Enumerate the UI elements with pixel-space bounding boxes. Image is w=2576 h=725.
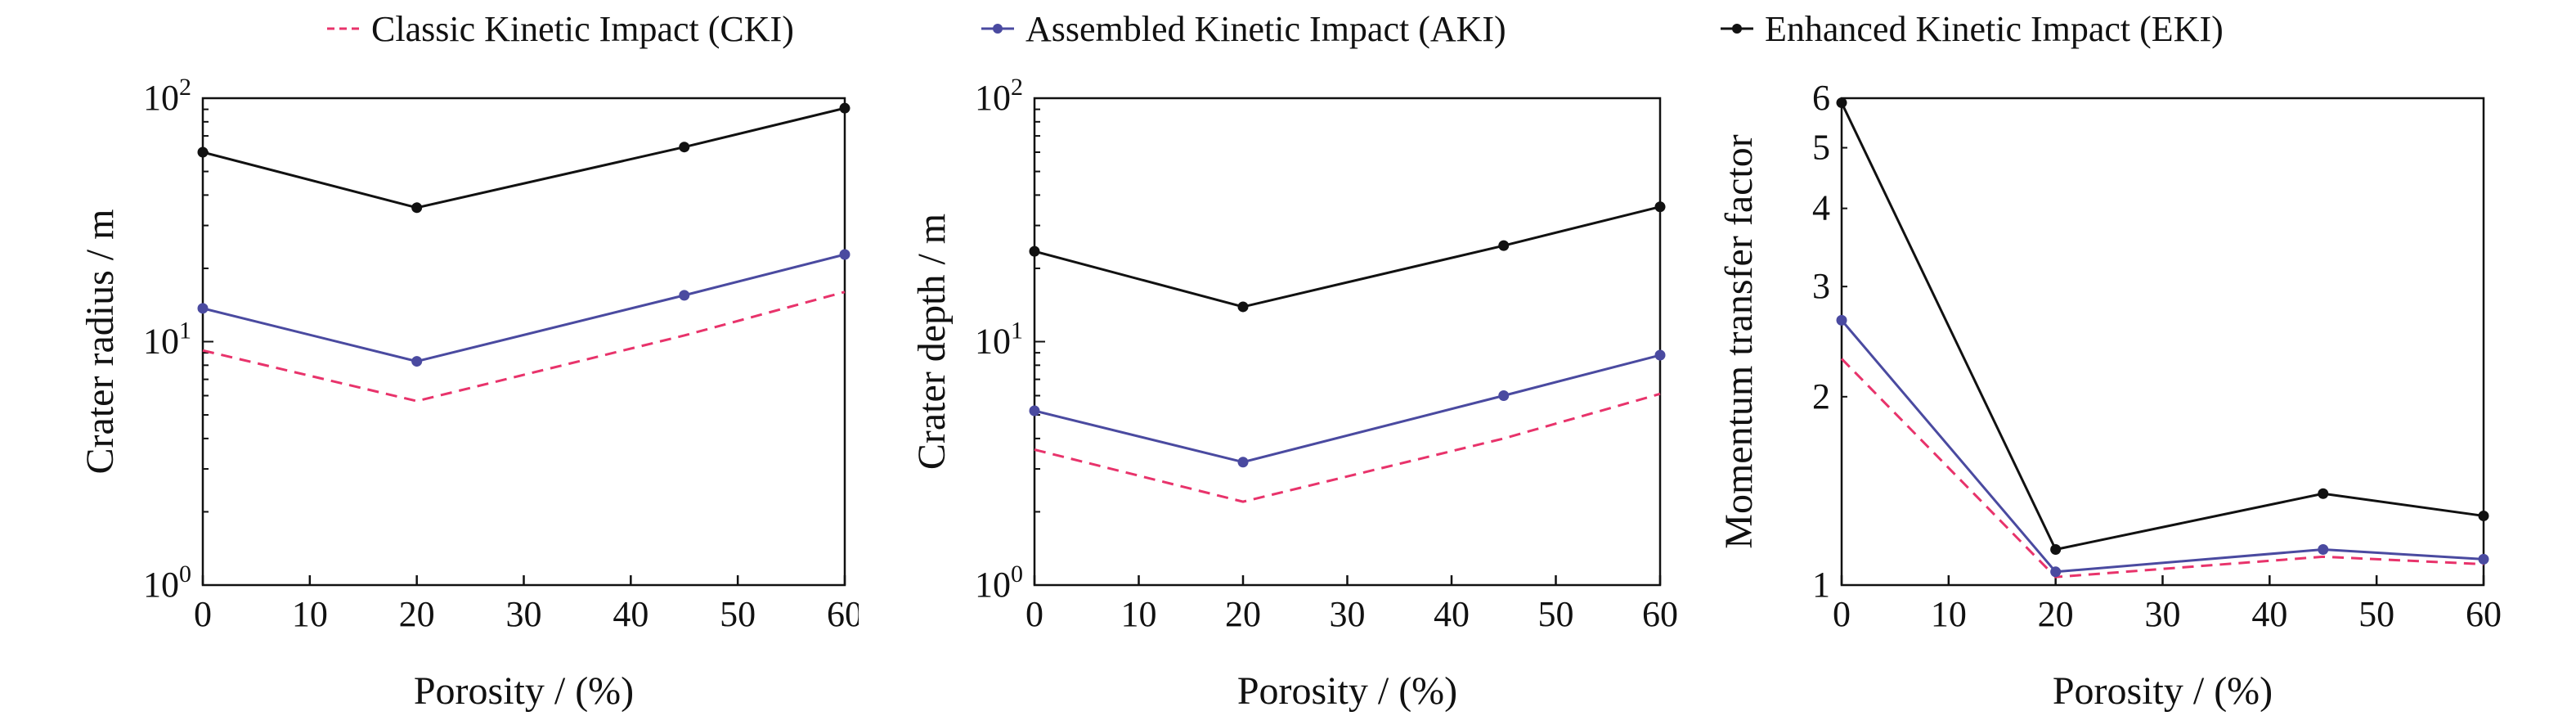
series-line-cki (202, 290, 846, 403)
x-tick-label: 30 (1330, 594, 1366, 634)
point-eki-x45 (679, 142, 690, 153)
x-tick-label: 10 (292, 594, 328, 634)
y-tick-label: 102 (975, 74, 1023, 118)
point-aki-x0 (1836, 314, 1847, 326)
point-eki-x0 (1029, 245, 1040, 257)
series-line-aki (1840, 319, 2484, 574)
x-tick-label: 20 (399, 594, 435, 634)
x-axis-label: Porosity / (%) (1237, 669, 1457, 713)
legend-item-cki: Classic Kinetic Impact (CKI) (327, 0, 794, 57)
y-axis-label: Momentum transfer factor (1717, 134, 1761, 549)
legend-label-eki: Enhanced Kinetic Impact (EKI) (1765, 8, 2224, 49)
x-tick-label: 40 (2251, 594, 2287, 634)
chart-crater-radius: 0 10 20 30 40 50 60 100 101 102 Porosity / (%) Crat… (79, 74, 859, 713)
x-tick-label: 0 (1025, 594, 1043, 634)
point-aki-x0 (197, 303, 209, 314)
plot-frame (1033, 97, 1662, 587)
point-aki-x20 (1237, 457, 1249, 468)
point-aki-x45 (2318, 543, 2329, 555)
y-tick-label: 100 (143, 561, 191, 605)
legend-item-eki: Enhanced Kinetic Impact (EKI) (1721, 0, 2224, 57)
x-tick-label: 60 (1642, 594, 1678, 634)
y-tick-label: 102 (143, 74, 191, 118)
x-tick-label: 30 (2145, 594, 2181, 634)
y-tick-label: 100 (975, 561, 1023, 605)
x-tick-label: 20 (1225, 594, 1261, 634)
y-tick-label: 5 (1812, 128, 1830, 168)
plot-frame (201, 97, 846, 587)
point-eki-x20 (2050, 543, 2062, 555)
point-eki-x60 (1654, 201, 1666, 213)
point-aki-x45 (679, 290, 690, 301)
y-tick-label: 101 (975, 317, 1023, 362)
y-tick-label: 4 (1812, 188, 1830, 228)
y-tick-label: 6 (1812, 78, 1830, 118)
panel-momentum-transfer: 0 10 20 30 40 50 60 1 2 3 4 5 6 Porosity / (%) Momentu… (1717, 57, 2576, 725)
x-axis-label: Porosity / (%) (2053, 669, 2273, 713)
point-eki-x20 (1237, 301, 1249, 313)
chart-momentum-transfer: 0 10 20 30 40 50 60 1 2 3 4 5 6 Porosity / (%) Momentu… (1717, 78, 2502, 713)
point-aki-x45 (1498, 390, 1510, 401)
y-tick-label: 101 (143, 317, 191, 362)
y-axis-label: Crater radius / m (79, 209, 122, 475)
chart-crater-depth: 0 10 20 30 40 50 60 100 101 102 Porosity / (%) Crat… (910, 74, 1678, 713)
legend-swatch-eki (1721, 24, 1753, 34)
point-aki-x60 (1654, 349, 1666, 361)
x-axis-label: Porosity / (%) (414, 669, 634, 713)
x-tick-label: 50 (2358, 594, 2394, 634)
legend-item-aki: Assembled Kinetic Impact (AKI) (981, 0, 1506, 57)
x-tick-label: 40 (613, 594, 648, 634)
panel-crater-radius: 0 10 20 30 40 50 60 100 101 102 Porosity / (%) Crat… (0, 57, 859, 725)
legend-label-cki: Classic Kinetic Impact (CKI) (371, 8, 794, 49)
series-line-eki (1840, 101, 2484, 551)
panel-crater-depth: 0 10 20 30 40 50 60 100 101 102 Porosity / (%) Crat… (859, 57, 1717, 725)
legend-label-aki: Assembled Kinetic Impact (AKI) (1025, 8, 1506, 49)
x-tick-label: 60 (827, 594, 859, 634)
point-eki-x60 (839, 102, 850, 114)
x-tick-label: 40 (1434, 594, 1470, 634)
series-line-cki (1034, 392, 1661, 503)
plot-frame (1840, 97, 2485, 587)
x-tick-label: 20 (2038, 594, 2074, 634)
x-tick-label: 0 (1833, 594, 1851, 634)
series-line-aki (1034, 353, 1661, 464)
y-tick-label: 1 (1812, 565, 1830, 605)
point-eki-x0 (197, 146, 209, 158)
y-axis-label: Crater depth / m (910, 214, 954, 470)
point-aki-x60 (2478, 553, 2489, 565)
x-tick-label: 50 (720, 594, 756, 634)
point-aki-x0 (1029, 405, 1040, 417)
x-tick-label: 0 (194, 594, 212, 634)
point-eki-x45 (2318, 488, 2329, 499)
legend-swatch-aki (981, 24, 1014, 34)
point-eki-x45 (1498, 240, 1510, 251)
y-tick-label: 2 (1812, 376, 1830, 417)
series-line-eki (202, 106, 846, 209)
x-tick-label: 10 (1931, 594, 1967, 634)
series-line-eki (1034, 205, 1661, 308)
series-line-aki (202, 253, 846, 363)
legend-swatch-cki (327, 27, 360, 30)
x-tick-label: 50 (1538, 594, 1574, 634)
point-aki-x20 (411, 356, 423, 367)
point-aki-x20 (2050, 566, 2062, 578)
x-tick-label: 10 (1121, 594, 1157, 634)
point-eki-x60 (2478, 510, 2489, 521)
x-tick-label: 60 (2466, 594, 2502, 634)
point-aki-x60 (839, 249, 850, 260)
chart-legend: Classic Kinetic Impact (CKI) Assembled K… (0, 0, 2576, 57)
series-line-cki (1840, 358, 2484, 579)
point-eki-x0 (1836, 97, 1847, 109)
y-tick-label: 3 (1812, 266, 1830, 306)
x-tick-label: 30 (506, 594, 542, 634)
point-eki-x20 (411, 202, 423, 214)
